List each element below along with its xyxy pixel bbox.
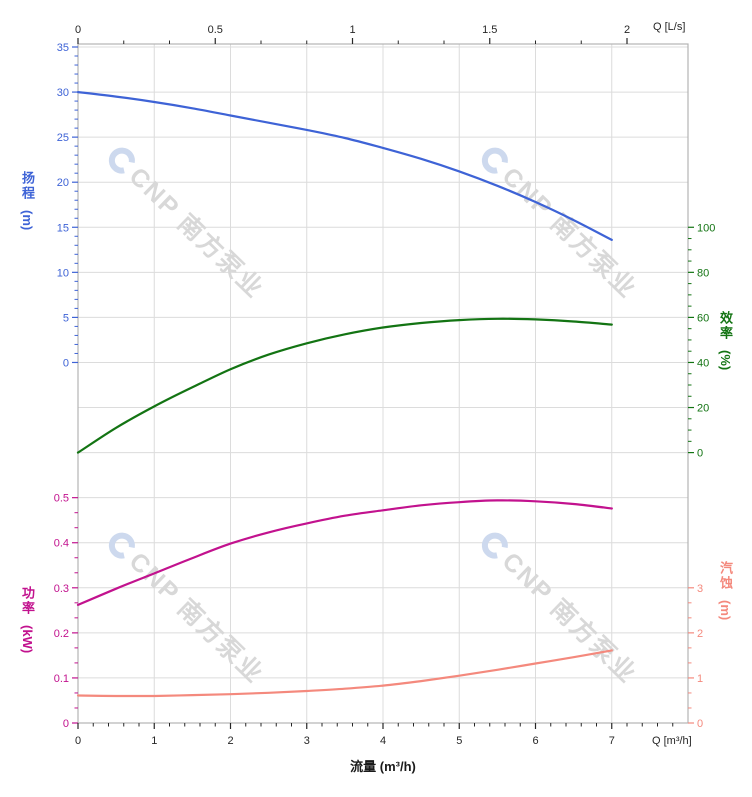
efficiency-axis-title: 效率 (%) bbox=[718, 311, 733, 371]
npsh-axis-unit: (m) bbox=[718, 600, 733, 621]
npsh-curve bbox=[76, 649, 613, 698]
watermark-logo-icon bbox=[481, 532, 508, 559]
tick-label: 5 bbox=[63, 312, 69, 324]
head-axis-unit: (m) bbox=[20, 210, 35, 231]
watermark: CNP 南方泵业 bbox=[108, 147, 270, 305]
tick-label: 40 bbox=[697, 357, 709, 369]
tick-label: 0.5 bbox=[54, 493, 69, 505]
watermark-logo-icon bbox=[481, 147, 508, 174]
npsh-axis-title-text: 汽蚀 bbox=[718, 561, 733, 591]
tick-label: 4 bbox=[380, 735, 386, 747]
tick-label: 80 bbox=[697, 267, 709, 279]
npsh-axis-title: 汽蚀 (m) bbox=[718, 561, 733, 621]
tick-label: 1 bbox=[697, 673, 703, 685]
watermark: CNP 南方泵业 bbox=[481, 147, 643, 305]
head-axis-title: 扬程 (m) bbox=[20, 171, 35, 231]
tick-label: 2 bbox=[697, 628, 703, 640]
tick-label: 0 bbox=[697, 448, 703, 460]
tick-label: 0.4 bbox=[54, 538, 69, 550]
power-curve bbox=[76, 499, 613, 606]
tick-label: 2 bbox=[624, 24, 630, 36]
tick-label: 1.5 bbox=[482, 24, 497, 36]
flow-axis-title: 流量 (m³/h) bbox=[350, 759, 416, 774]
bottom-axis-unit-label: Q [m³/h] bbox=[652, 735, 692, 747]
tick-label: 2 bbox=[227, 735, 233, 747]
tick-label: 0.1 bbox=[54, 673, 69, 685]
tick-label: 0 bbox=[75, 735, 81, 747]
watermark: CNP 南方泵业 bbox=[108, 532, 270, 690]
watermark: CNP 南方泵业 bbox=[481, 532, 643, 690]
tick-label: 20 bbox=[57, 177, 69, 189]
tick-label: 5 bbox=[456, 735, 462, 747]
tick-label: 7 bbox=[609, 735, 615, 747]
watermark-text: CNP 南方泵业 bbox=[124, 162, 270, 305]
tick-label: 100 bbox=[697, 222, 715, 234]
power-axis-unit: (kW) bbox=[20, 625, 35, 654]
power-axis-title: 功率 (kW) bbox=[20, 586, 35, 654]
tick-label: 0 bbox=[697, 718, 703, 730]
grid-layer bbox=[78, 44, 688, 724]
watermark-text: CNP 南方泵业 bbox=[497, 547, 643, 690]
watermark-text: CNP 南方泵业 bbox=[124, 547, 270, 690]
tick-label: 15 bbox=[57, 222, 69, 234]
tick-label: 60 bbox=[697, 312, 709, 324]
tick-label: 10 bbox=[57, 267, 69, 279]
efficiency-axis-unit: (%) bbox=[718, 350, 733, 371]
tick-label: 1 bbox=[151, 735, 157, 747]
power-axis-title-text: 功率 bbox=[20, 586, 35, 616]
watermark-logo-icon bbox=[108, 532, 135, 559]
head-curve bbox=[76, 91, 613, 241]
tick-label: 0 bbox=[63, 357, 69, 369]
watermark-logo-icon bbox=[108, 147, 135, 174]
tick-label: 30 bbox=[57, 87, 69, 99]
tick-label: 25 bbox=[57, 132, 69, 144]
eff-curve bbox=[76, 317, 613, 454]
tick-label: 0.3 bbox=[54, 583, 69, 595]
curves-layer bbox=[76, 91, 613, 698]
tick-label: 1 bbox=[349, 24, 355, 36]
tick-label: 3 bbox=[697, 583, 703, 595]
tick-label: 0.5 bbox=[208, 24, 223, 36]
watermark-text: CNP 南方泵业 bbox=[497, 162, 643, 305]
tick-label: 0.2 bbox=[54, 628, 69, 640]
axes-layer: 353025201510501008060402000.50.40.30.20.… bbox=[54, 24, 716, 747]
tick-label: 6 bbox=[532, 735, 538, 747]
tick-label: 0 bbox=[75, 24, 81, 36]
tick-label: 20 bbox=[697, 403, 709, 415]
tick-label: 35 bbox=[57, 42, 69, 54]
head-axis-title-text: 扬程 bbox=[20, 171, 35, 201]
tick-label: 0 bbox=[63, 718, 69, 730]
tick-label: 3 bbox=[304, 735, 310, 747]
top-axis-unit-label: Q [L/s] bbox=[653, 21, 686, 33]
watermark-layer: CNP 南方泵业 CNP 南方泵业 CNP 南方泵业 CNP 南方泵业 bbox=[108, 147, 643, 690]
efficiency-axis-title-text: 效率 bbox=[718, 311, 733, 341]
